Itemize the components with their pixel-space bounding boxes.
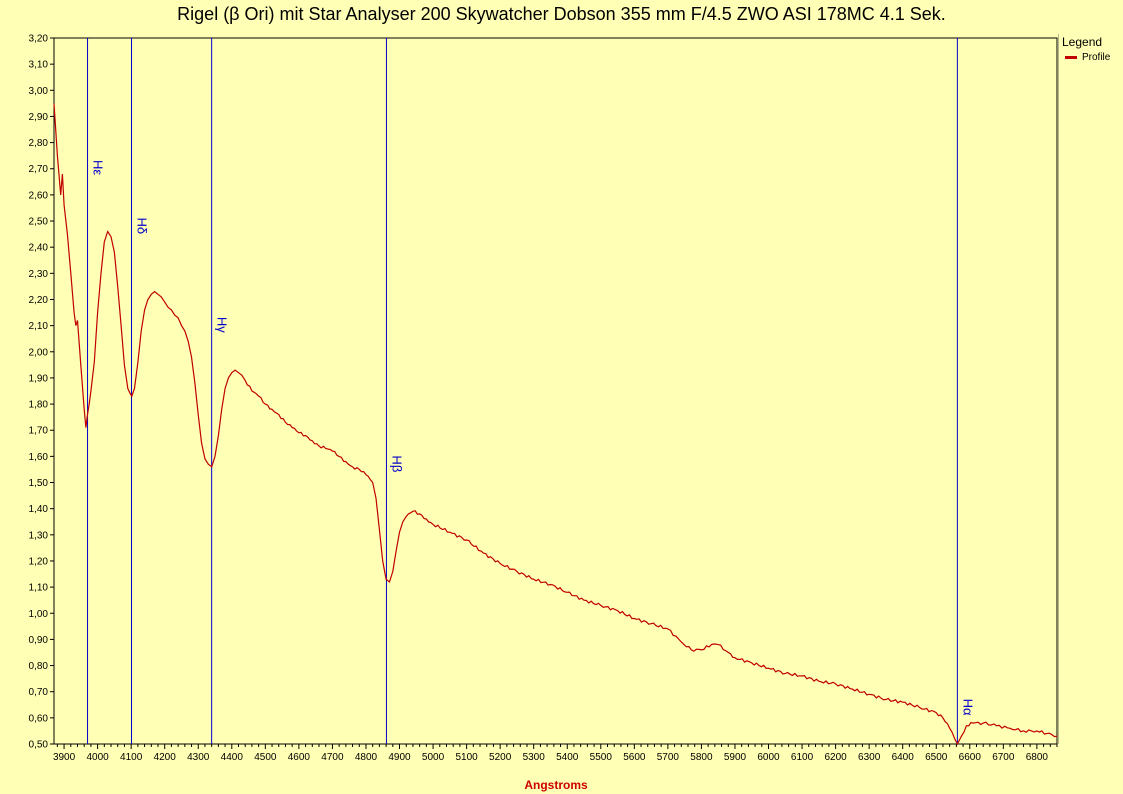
x-tick-label: 6100	[791, 752, 814, 763]
y-axis: 3,20 3,10 3,00 2,90 2,80 2,70 2,60 2,50 2,40 2,30…	[29, 34, 54, 751]
y-tick-label: 2,40	[29, 243, 49, 254]
x-tick-label: 5900	[724, 752, 747, 763]
y-tick-label: 2,80	[29, 138, 49, 149]
chart-title: Rigel (β Ori) mit Star Analyser 200 Skyw…	[177, 4, 946, 24]
plot-area	[53, 37, 1058, 745]
y-tick-label: 0,90	[29, 635, 49, 646]
legend-title: Legend	[1062, 35, 1103, 49]
series-group	[53, 103, 1058, 746]
x-tick-label: 4700	[321, 752, 344, 763]
x-tick-label: 5300	[523, 752, 546, 763]
x-tick-label: 5800	[690, 752, 713, 763]
x-tick-label: 6200	[824, 752, 847, 763]
legend-item-profile: Profile	[1059, 49, 1122, 63]
y-tick-label: 2,60	[29, 190, 49, 201]
x-axis: 3900 4000 4100 4200 4300 4400 4500 4600 4700 4800…	[53, 744, 1058, 763]
y-tick-label: 2,00	[29, 347, 49, 358]
legend-label: Profile	[1082, 52, 1111, 63]
x-tick-label: 4400	[221, 752, 244, 763]
x-tick-label: 6600	[959, 752, 982, 763]
y-tick-label: 1,60	[29, 452, 49, 463]
spectral-line-label: Hγ	[215, 317, 230, 333]
x-tick-label: 4200	[154, 752, 177, 763]
y-tick-label: 2,30	[29, 269, 49, 280]
x-tick-label: 6300	[858, 752, 881, 763]
spectral-lines: Hε Hδ Hγ Hβ Hα	[87, 38, 975, 744]
y-tick-label: 0,60	[29, 713, 49, 724]
y-tick-label: 1,30	[29, 530, 49, 541]
legend-swatch	[1065, 56, 1077, 59]
spectral-line-label: Hα	[960, 699, 975, 716]
y-tick-label: 3,20	[29, 34, 49, 45]
spectral-line-label: Hδ	[134, 217, 149, 234]
y-tick-label: 2,10	[29, 321, 49, 332]
x-tick-label: 4300	[187, 752, 210, 763]
x-tick-label: 5000	[422, 752, 445, 763]
x-tick-label: 4800	[355, 752, 378, 763]
spectral-line-label: Hβ	[389, 455, 404, 472]
y-tick-label: 2,90	[29, 112, 49, 123]
x-tick-label: 4600	[288, 752, 311, 763]
y-tick-label: 1,20	[29, 556, 49, 567]
series-profile-line	[53, 103, 1058, 746]
x-tick-label: 4000	[86, 752, 109, 763]
legend: Legend Profile	[1058, 34, 1122, 744]
x-tick-label: 6500	[925, 752, 948, 763]
y-tick-label: 0,70	[29, 687, 49, 698]
x-tick-label: 5700	[657, 752, 680, 763]
x-tick-label: 5400	[556, 752, 579, 763]
y-tick-label: 1,40	[29, 504, 49, 515]
x-tick-label: 6700	[992, 752, 1015, 763]
y-tick-label: 1,50	[29, 478, 49, 489]
x-tick-label: 3900	[53, 752, 76, 763]
x-tick-label: 6400	[892, 752, 915, 763]
x-tick-label: 5100	[455, 752, 478, 763]
y-tick-label: 1,80	[29, 400, 49, 411]
x-tick-label: 6000	[757, 752, 780, 763]
x-tick-label: 5600	[623, 752, 646, 763]
x-axis-title: Angstroms	[524, 778, 588, 792]
x-tick-label: 6800	[1026, 752, 1049, 763]
y-tick-label: 0,80	[29, 661, 49, 672]
y-tick-label: 2,20	[29, 295, 49, 306]
y-tick-label: 0,50	[29, 740, 49, 751]
y-tick-label: 2,50	[29, 217, 49, 228]
spectral-line-label: Hε	[91, 160, 106, 175]
x-tick-label: 4500	[254, 752, 277, 763]
y-tick-label: 1,70	[29, 426, 49, 437]
y-tick-label: 2,70	[29, 164, 49, 175]
x-tick-label: 4900	[388, 752, 411, 763]
y-tick-label: 3,00	[29, 86, 49, 97]
y-tick-label: 1,00	[29, 609, 49, 620]
y-tick-label: 3,10	[29, 60, 49, 71]
y-tick-label: 1,10	[29, 583, 49, 594]
x-tick-label: 5200	[489, 752, 512, 763]
x-tick-label: 5500	[590, 752, 613, 763]
y-tick-label: 1,90	[29, 373, 49, 384]
x-tick-label: 4100	[120, 752, 143, 763]
